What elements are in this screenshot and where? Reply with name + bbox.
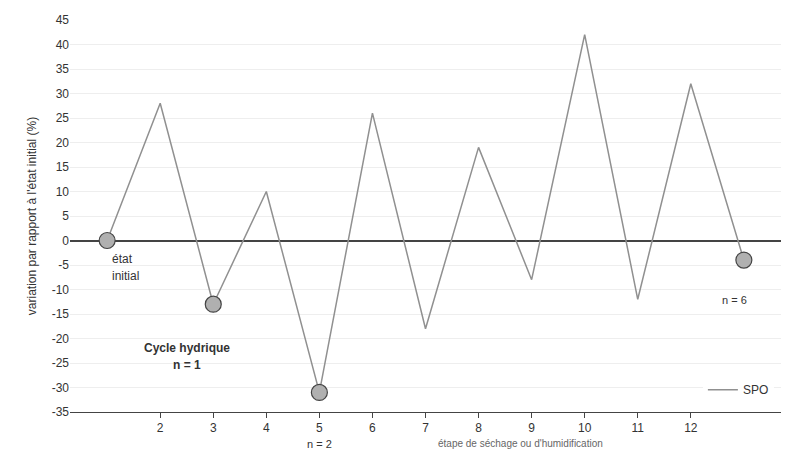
svg-text:45: 45 — [56, 13, 70, 27]
svg-text:5: 5 — [316, 421, 323, 435]
svg-text:variation par rapport à l'état: variation par rapport à l'état initial (… — [25, 117, 39, 315]
svg-text:-25: -25 — [52, 356, 70, 370]
svg-text:12: 12 — [684, 421, 698, 435]
svg-text:10: 10 — [56, 185, 70, 199]
svg-text:SPO: SPO — [743, 383, 768, 397]
svg-text:état: état — [112, 252, 133, 266]
svg-text:8: 8 — [475, 421, 482, 435]
svg-text:-10: -10 — [52, 283, 70, 297]
svg-text:n = 2: n = 2 — [307, 438, 332, 450]
svg-text:20: 20 — [56, 136, 70, 150]
svg-text:n = 1: n = 1 — [173, 358, 201, 372]
svg-text:11: 11 — [632, 421, 645, 435]
svg-text:30: 30 — [56, 87, 70, 101]
svg-text:-5: -5 — [58, 258, 69, 272]
svg-text:9: 9 — [528, 421, 535, 435]
svg-text:-35: -35 — [52, 405, 70, 419]
svg-text:25: 25 — [56, 111, 70, 125]
svg-text:15: 15 — [56, 160, 70, 174]
svg-text:3: 3 — [210, 421, 217, 435]
svg-text:6: 6 — [369, 421, 376, 435]
svg-text:40: 40 — [56, 38, 70, 52]
svg-text:0: 0 — [62, 234, 69, 248]
svg-text:n = 6: n = 6 — [722, 294, 747, 306]
svg-text:initial: initial — [112, 269, 139, 283]
svg-text:-30: -30 — [52, 381, 70, 395]
svg-text:35: 35 — [56, 62, 70, 76]
svg-text:étape de séchage ou d'humidifi: étape de séchage ou d'humidification — [438, 438, 603, 449]
svg-text:-20: -20 — [52, 332, 70, 346]
svg-text:10: 10 — [578, 421, 592, 435]
svg-text:5: 5 — [62, 209, 69, 223]
svg-text:-15: -15 — [52, 307, 70, 321]
svg-text:7: 7 — [422, 421, 429, 435]
svg-text:2: 2 — [157, 421, 164, 435]
svg-text:4: 4 — [263, 421, 270, 435]
svg-text:Cycle hydrique: Cycle hydrique — [144, 341, 230, 355]
